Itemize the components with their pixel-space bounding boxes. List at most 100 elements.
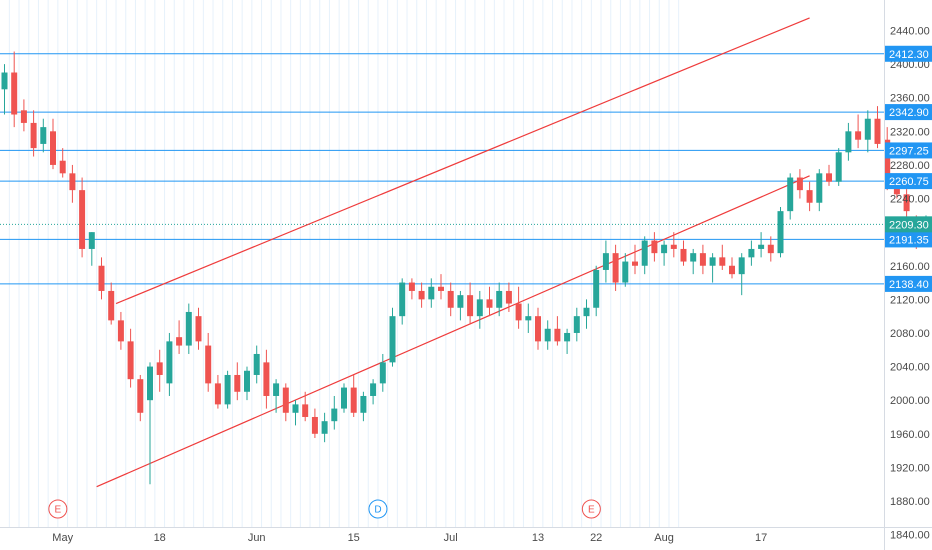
candle-body xyxy=(903,194,910,212)
candle-body xyxy=(147,366,153,401)
price-tick-label: 2400.00 xyxy=(890,59,930,71)
candle-body xyxy=(11,72,18,115)
candle-body xyxy=(602,253,609,270)
candle-body xyxy=(30,122,37,149)
candle-body xyxy=(486,299,493,308)
candle-body xyxy=(699,253,706,266)
candle-body xyxy=(321,421,328,434)
candle-body xyxy=(564,332,571,342)
candle-body xyxy=(505,290,512,304)
candle-body xyxy=(418,290,425,300)
date-tick-label: Jul xyxy=(444,532,458,544)
candle-body xyxy=(108,290,115,321)
event-marker-label: D xyxy=(374,505,381,516)
event-marker-label: E xyxy=(588,505,595,516)
price-channel xyxy=(96,17,810,488)
candle-body xyxy=(40,127,47,144)
level-price-tag: 2260.75 xyxy=(889,176,929,188)
event-marker xyxy=(581,499,601,519)
candle-body xyxy=(476,299,483,317)
candle-body xyxy=(690,253,697,262)
vertical-grid xyxy=(8,0,680,527)
candle-body xyxy=(535,316,541,342)
price-tick-label: 1840.00 xyxy=(890,530,930,542)
date-tick-label: Jun xyxy=(248,532,266,544)
candle-body xyxy=(156,362,163,375)
level-price-tag: 2138.40 xyxy=(889,279,929,291)
candle-body xyxy=(806,190,813,203)
candle-body xyxy=(341,387,347,409)
candle-body xyxy=(622,261,629,283)
channel-lower-line xyxy=(96,175,810,488)
candle-body xyxy=(525,316,532,321)
level-price-tag-bg xyxy=(885,104,932,121)
date-tick-label: 22 xyxy=(590,532,602,544)
candle-body xyxy=(787,177,794,212)
horizontal-levels xyxy=(0,53,884,285)
candle-body xyxy=(670,244,677,249)
candle-body xyxy=(758,244,765,249)
candle-body xyxy=(292,404,299,413)
candle-body xyxy=(554,328,561,342)
candle-body xyxy=(632,261,638,266)
price-tick-label: 1960.00 xyxy=(890,429,930,441)
last-price-tag: 2209.30 xyxy=(889,219,929,231)
candle-body xyxy=(79,190,86,249)
price-tick-label: 2320.00 xyxy=(890,126,930,138)
candle-body xyxy=(845,131,852,153)
candle-body xyxy=(864,118,871,140)
level-price-tag-bg xyxy=(885,45,932,62)
candle-body xyxy=(709,257,716,266)
candle-body xyxy=(137,379,144,413)
candle-body xyxy=(195,316,202,342)
candle-body xyxy=(214,383,221,405)
price-tick-label: 2000.00 xyxy=(890,395,930,407)
candle-body xyxy=(176,337,183,346)
candle-body xyxy=(777,211,784,254)
candle-body xyxy=(457,295,464,308)
candle-body xyxy=(816,173,823,203)
price-tick-label: 1880.00 xyxy=(890,496,930,508)
candle-body xyxy=(20,110,27,123)
level-price-tag: 2191.35 xyxy=(889,234,929,246)
candle-body xyxy=(1,72,8,90)
date-tick-label: 17 xyxy=(755,532,767,544)
event-marker xyxy=(48,499,68,519)
date-tick-label: May xyxy=(52,532,73,544)
candle-body xyxy=(273,383,280,396)
candle-body xyxy=(884,139,891,182)
candle-body xyxy=(729,265,735,275)
price-tick-label: 2280.00 xyxy=(890,160,930,172)
level-price-tag-bg xyxy=(885,173,932,190)
candles xyxy=(1,51,929,485)
date-tick-label: 15 xyxy=(348,532,360,544)
candle-body xyxy=(302,404,309,417)
event-marker xyxy=(368,499,388,519)
channel-upper-line xyxy=(115,17,810,305)
candle-body xyxy=(767,244,774,254)
candle-body xyxy=(719,257,726,266)
candle-body xyxy=(360,395,367,413)
candle-body xyxy=(166,341,173,384)
candle-body xyxy=(263,362,270,396)
candle-body xyxy=(282,387,289,413)
candle-body xyxy=(50,131,56,165)
candle-body xyxy=(835,152,842,182)
candle-body xyxy=(796,177,803,191)
candle-body xyxy=(253,353,260,375)
price-axis: 2440.00 2400.00 2360.00 2320.00 2280.00 2240.… xyxy=(890,26,930,542)
candle-body xyxy=(98,265,105,291)
candle-body xyxy=(350,387,357,413)
price-tick-label: 2120.00 xyxy=(890,294,930,306)
candle-body xyxy=(185,311,192,346)
price-tick-label: 2080.00 xyxy=(890,328,930,340)
date-tick-label: 13 xyxy=(532,532,544,544)
price-tick-label: 2240.00 xyxy=(890,194,930,206)
candle-body xyxy=(389,316,396,363)
level-price-tag: 2297.25 xyxy=(889,145,929,157)
candle-body xyxy=(331,408,338,422)
candle-body xyxy=(612,253,619,283)
candle-body xyxy=(593,269,600,308)
